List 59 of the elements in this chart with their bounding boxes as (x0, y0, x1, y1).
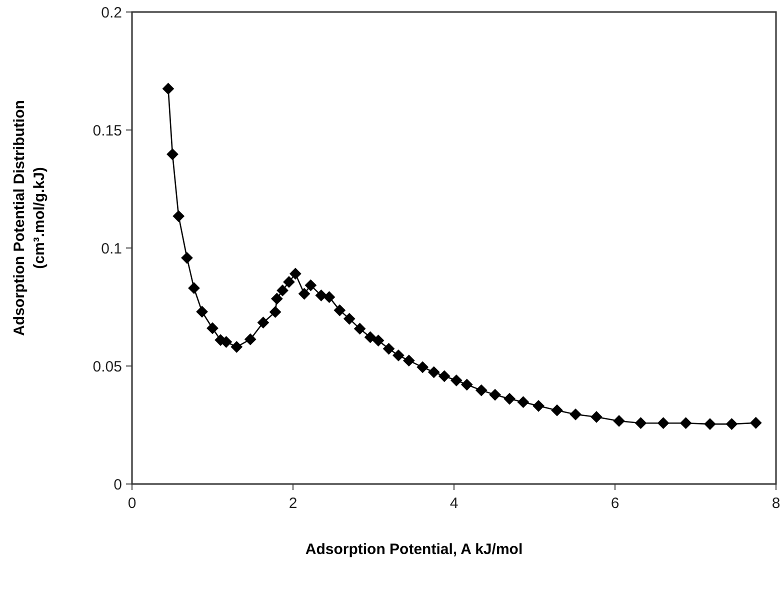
y-tick-label: 0.1 (101, 240, 122, 258)
point (230, 340, 243, 353)
point (428, 366, 440, 378)
point (704, 418, 716, 430)
point (680, 417, 692, 430)
point (726, 418, 738, 430)
point (634, 417, 647, 430)
point (750, 416, 762, 429)
x-tick-label: 4 (450, 495, 458, 512)
point (354, 322, 366, 335)
point (270, 292, 283, 305)
x-axis-title: Adsorption Potential, A kJ/mol (305, 541, 523, 558)
point (257, 316, 270, 329)
point (334, 304, 346, 316)
point (382, 342, 395, 355)
point (269, 306, 282, 318)
point (392, 349, 404, 362)
point (504, 392, 516, 405)
point (343, 312, 356, 325)
point (438, 370, 450, 382)
point (196, 306, 208, 318)
y-tick-label: 0 (114, 476, 122, 494)
point (162, 82, 174, 95)
point (475, 384, 488, 396)
point (532, 400, 544, 412)
point (323, 291, 336, 304)
y-tick-label: 0.05 (92, 358, 122, 376)
y-tick-label: 0.15 (92, 122, 122, 140)
y-axis-title: Adsorption Potential Distribution (cm³.mol/g.kJ) (11, 100, 48, 336)
point (283, 276, 295, 288)
x-tick-label: 0 (128, 495, 136, 512)
point (489, 388, 501, 401)
point (188, 282, 200, 294)
point (172, 210, 185, 222)
y-tick-label: 0.2 (101, 4, 122, 22)
point (364, 331, 376, 344)
point (657, 417, 670, 430)
point (206, 322, 218, 334)
point (460, 378, 473, 391)
point (372, 334, 384, 346)
point (416, 361, 429, 374)
x-tick-label: 2 (288, 495, 298, 512)
point (304, 279, 317, 292)
point (450, 374, 462, 386)
point (517, 396, 530, 408)
x-tick-label: 6 (610, 495, 620, 512)
point (402, 354, 415, 367)
point (298, 288, 310, 300)
point (181, 252, 193, 264)
point (590, 411, 602, 423)
point (289, 268, 302, 280)
point (315, 289, 328, 302)
point (551, 404, 563, 416)
point (570, 408, 582, 420)
point (276, 284, 288, 296)
point (244, 333, 256, 346)
x-tick-label: 8 (772, 495, 780, 512)
point (613, 415, 625, 427)
point (166, 148, 178, 160)
